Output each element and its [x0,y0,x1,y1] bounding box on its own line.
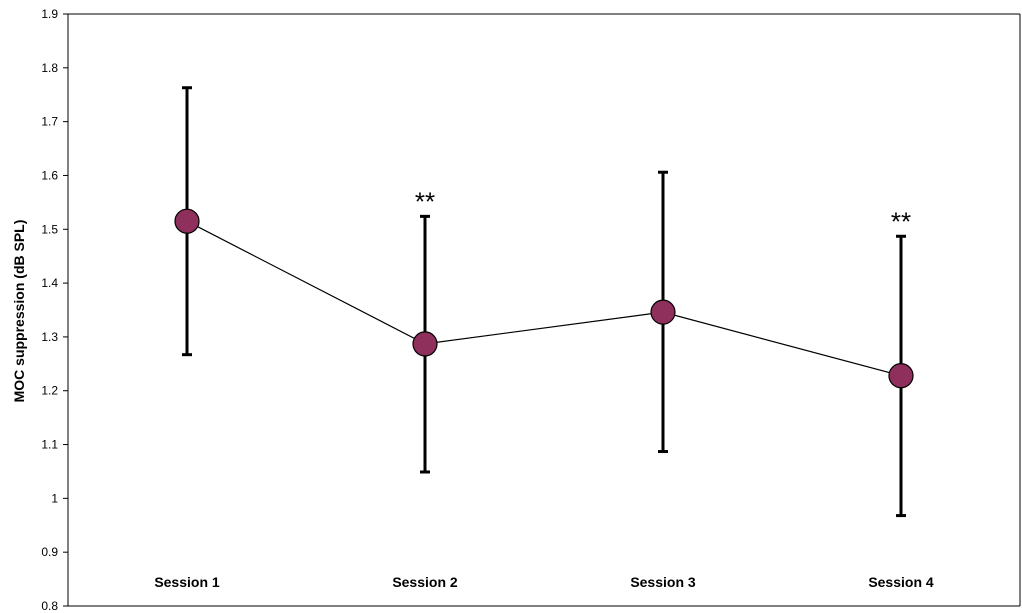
x-category-label: Session 4 [868,574,934,590]
significance-marker: ** [415,186,435,216]
error-bars [182,86,906,518]
y-tick-label: 1.1 [41,438,58,452]
y-tick-label: 1.3 [41,330,58,344]
x-category-label: Session 1 [154,574,220,590]
y-tick-label: 1.5 [41,222,58,236]
significance-marker: ** [891,206,911,236]
y-tick-label: 1.2 [41,384,58,398]
y-tick-label: 1.9 [41,7,58,21]
x-category-label: Session 3 [630,574,696,590]
data-point [888,363,914,389]
y-axis-ticks: 0.8 0.9 1 1.1 1.2 1.3 1.4 1.5 1.6 1.7 1.8 1.9 [41,7,68,613]
series-line [186,220,902,377]
series-line-group [186,220,902,377]
significance-annotations: ** ** [415,186,911,236]
data-points [174,208,914,389]
plot-frame [67,13,1021,607]
data-point [412,331,438,357]
category-labels: Session 1 Session 2 Session 3 Session 4 [154,574,934,590]
y-tick-label: 1.6 [41,168,58,182]
y-tick-label: 1.7 [41,115,58,129]
y-axis-title: MOC suppression (dB SPL) [11,220,27,403]
y-tick-label: 1.4 [41,276,58,290]
y-tick-label: 1 [51,491,58,505]
y-tick-label: 1.8 [41,61,58,75]
x-category-label: Session 2 [392,574,458,590]
data-point [174,208,200,234]
y-tick-label: 0.9 [41,545,58,559]
data-point [650,299,676,325]
y-tick-label: 0.8 [41,599,58,613]
